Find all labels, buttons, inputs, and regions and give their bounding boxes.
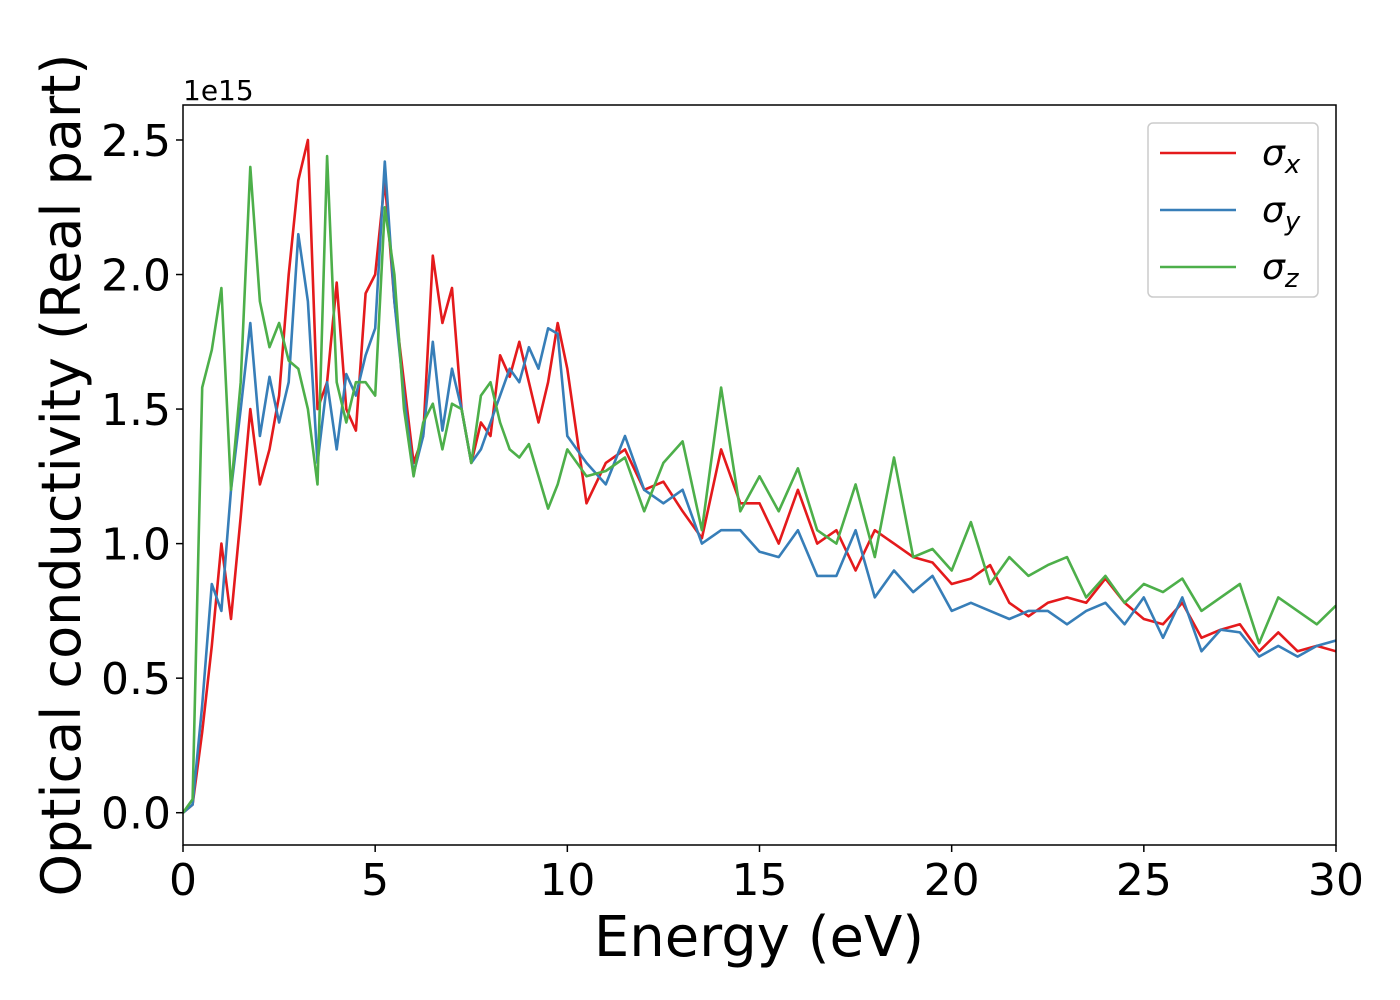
- x-tick-label: 5: [361, 855, 389, 906]
- x-tick-label: 20: [924, 855, 980, 906]
- y-tick-label: 1.5: [101, 385, 171, 436]
- series-line: [183, 160, 1336, 814]
- x-axis-label: Energy (eV): [594, 905, 924, 970]
- x-tick-label: 25: [1116, 855, 1172, 906]
- y-tick-label: 2.0: [101, 251, 171, 302]
- y-axis-label: Optical conductivity (Real part): [30, 54, 93, 897]
- series-line: [183, 138, 1336, 814]
- x-tick-label: 30: [1308, 855, 1364, 906]
- legend-label: σz: [1262, 247, 1300, 294]
- y-tick-label: 2.5: [101, 116, 171, 167]
- plot-area: [183, 138, 1336, 814]
- y-tick-label: 0.5: [101, 654, 171, 705]
- x-tick-label: 0: [169, 855, 197, 906]
- series-line: [183, 154, 1336, 814]
- x-tick-label: 10: [539, 855, 595, 906]
- x-tick-label: 15: [732, 855, 788, 906]
- legend-label: σx: [1262, 133, 1301, 180]
- y-tick-label: 1.0: [101, 520, 171, 571]
- y-offset-label: 1e15: [183, 74, 254, 107]
- y-tick-label: 0.0: [101, 789, 171, 840]
- legend-label: σy: [1262, 190, 1301, 237]
